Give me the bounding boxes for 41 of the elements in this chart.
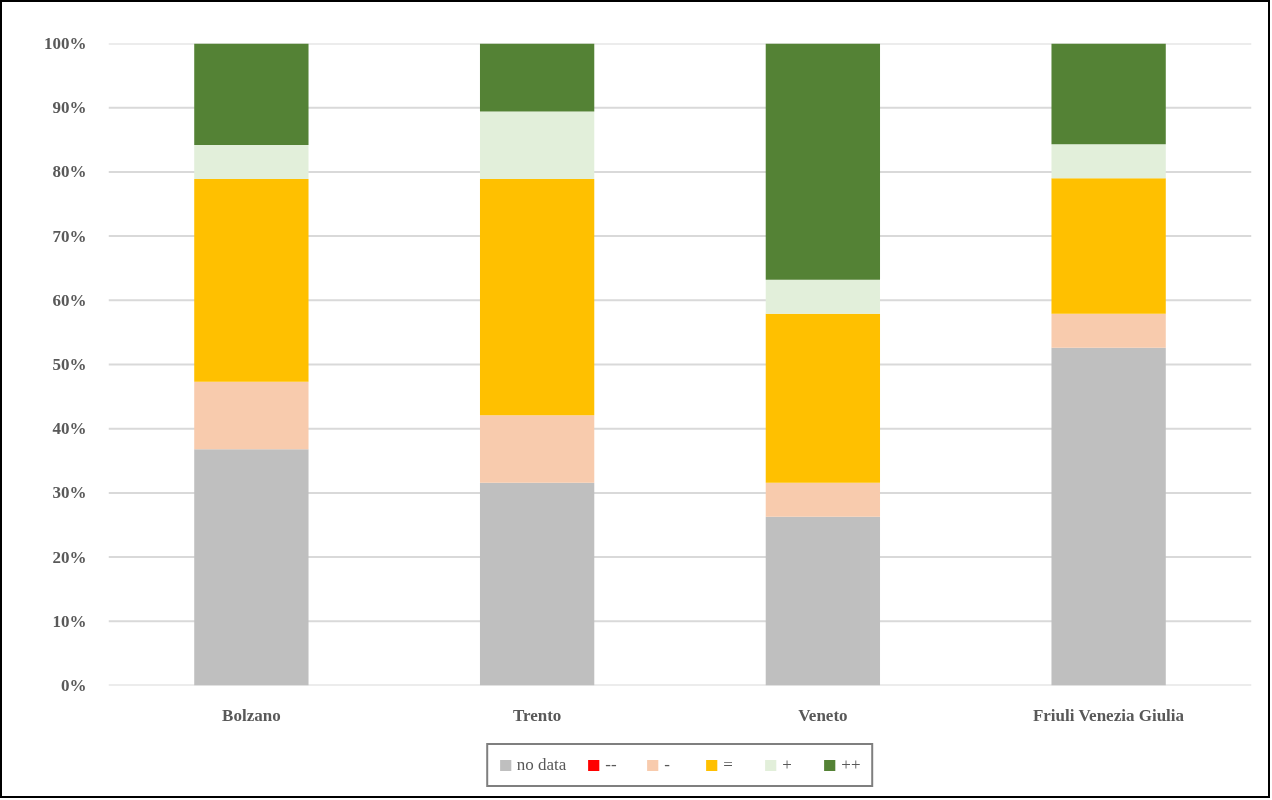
bar [1051,178,1166,314]
x-tick-label: Bolzano [222,705,281,725]
y-tick-label: 30% [52,483,87,503]
y-tick-label: 90% [52,98,87,118]
bar [194,381,309,450]
bar [479,111,595,179]
x-tick-label: Trento [512,705,562,725]
bar [479,178,595,416]
bar [479,415,595,483]
x-tick-label: Veneto [798,705,848,725]
bar [765,43,881,280]
bar [1051,313,1166,348]
y-tick-label: 100% [44,34,87,53]
bar [765,313,881,483]
y-tick-label: 0% [61,676,87,695]
bar [1051,43,1166,145]
legend-label: = [723,755,734,775]
bar [765,279,881,314]
bar [1051,347,1166,686]
legend-label: - [664,755,671,775]
y-tick-label: 50% [52,355,87,374]
y-tick-label: 70% [52,226,87,246]
bar [194,449,309,686]
legend-label: + [782,755,793,775]
y-tick-label: 20% [52,547,87,567]
legend-label: no data [516,755,567,775]
bar [194,178,309,382]
y-tick-label: 60% [52,290,87,310]
bar [479,482,595,686]
y-tick-label: 80% [52,162,87,182]
bar [1051,144,1166,179]
bar [194,43,309,145]
x-tick-label: Friuli Venezia Giulia [1032,705,1185,725]
legend-label: -- [605,755,618,775]
legend-label: ++ [841,755,862,775]
y-tick-label: 10% [52,611,87,631]
bar [194,144,309,179]
bar [765,482,881,517]
bar [765,516,881,686]
bar [479,43,595,112]
y-tick-label: 40% [52,419,87,439]
